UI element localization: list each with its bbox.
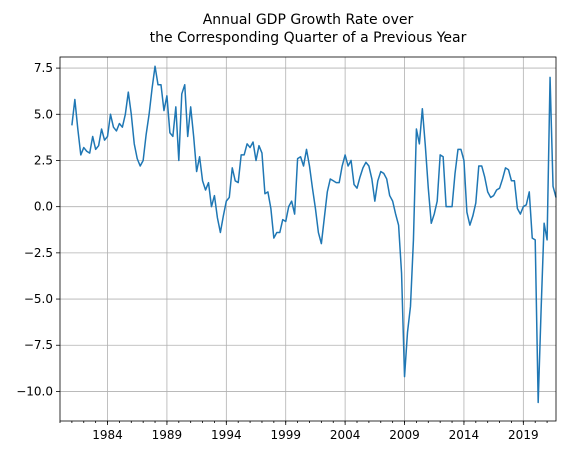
y-tick-label: −7.5 <box>24 338 53 352</box>
x-tick-label: 1994 <box>211 428 242 442</box>
x-tick-label: 1999 <box>270 428 301 442</box>
chart-title: the Corresponding Quarter of a Previous … <box>150 30 467 46</box>
x-tick-label: 1989 <box>152 428 183 442</box>
x-tick-label: 1984 <box>92 428 123 442</box>
y-tick-label: 5.0 <box>34 107 53 121</box>
x-tick-label: 2014 <box>449 428 480 442</box>
plot-frame <box>59 56 557 422</box>
y-tick-label: −2.5 <box>24 246 53 260</box>
y-tick-label: 2.5 <box>34 153 53 167</box>
y-tick-label: 0.0 <box>34 200 53 214</box>
x-tick-label: 2009 <box>389 428 420 442</box>
chart-title: Annual GDP Growth Rate over <box>203 12 414 28</box>
x-tick-label: 2019 <box>508 428 539 442</box>
y-tick-label: −10.0 <box>16 384 53 398</box>
x-tick-label: 2004 <box>330 428 361 442</box>
y-tick-label: 7.5 <box>34 61 53 75</box>
y-tick-label: −5.0 <box>24 292 53 306</box>
line-series <box>71 65 557 404</box>
